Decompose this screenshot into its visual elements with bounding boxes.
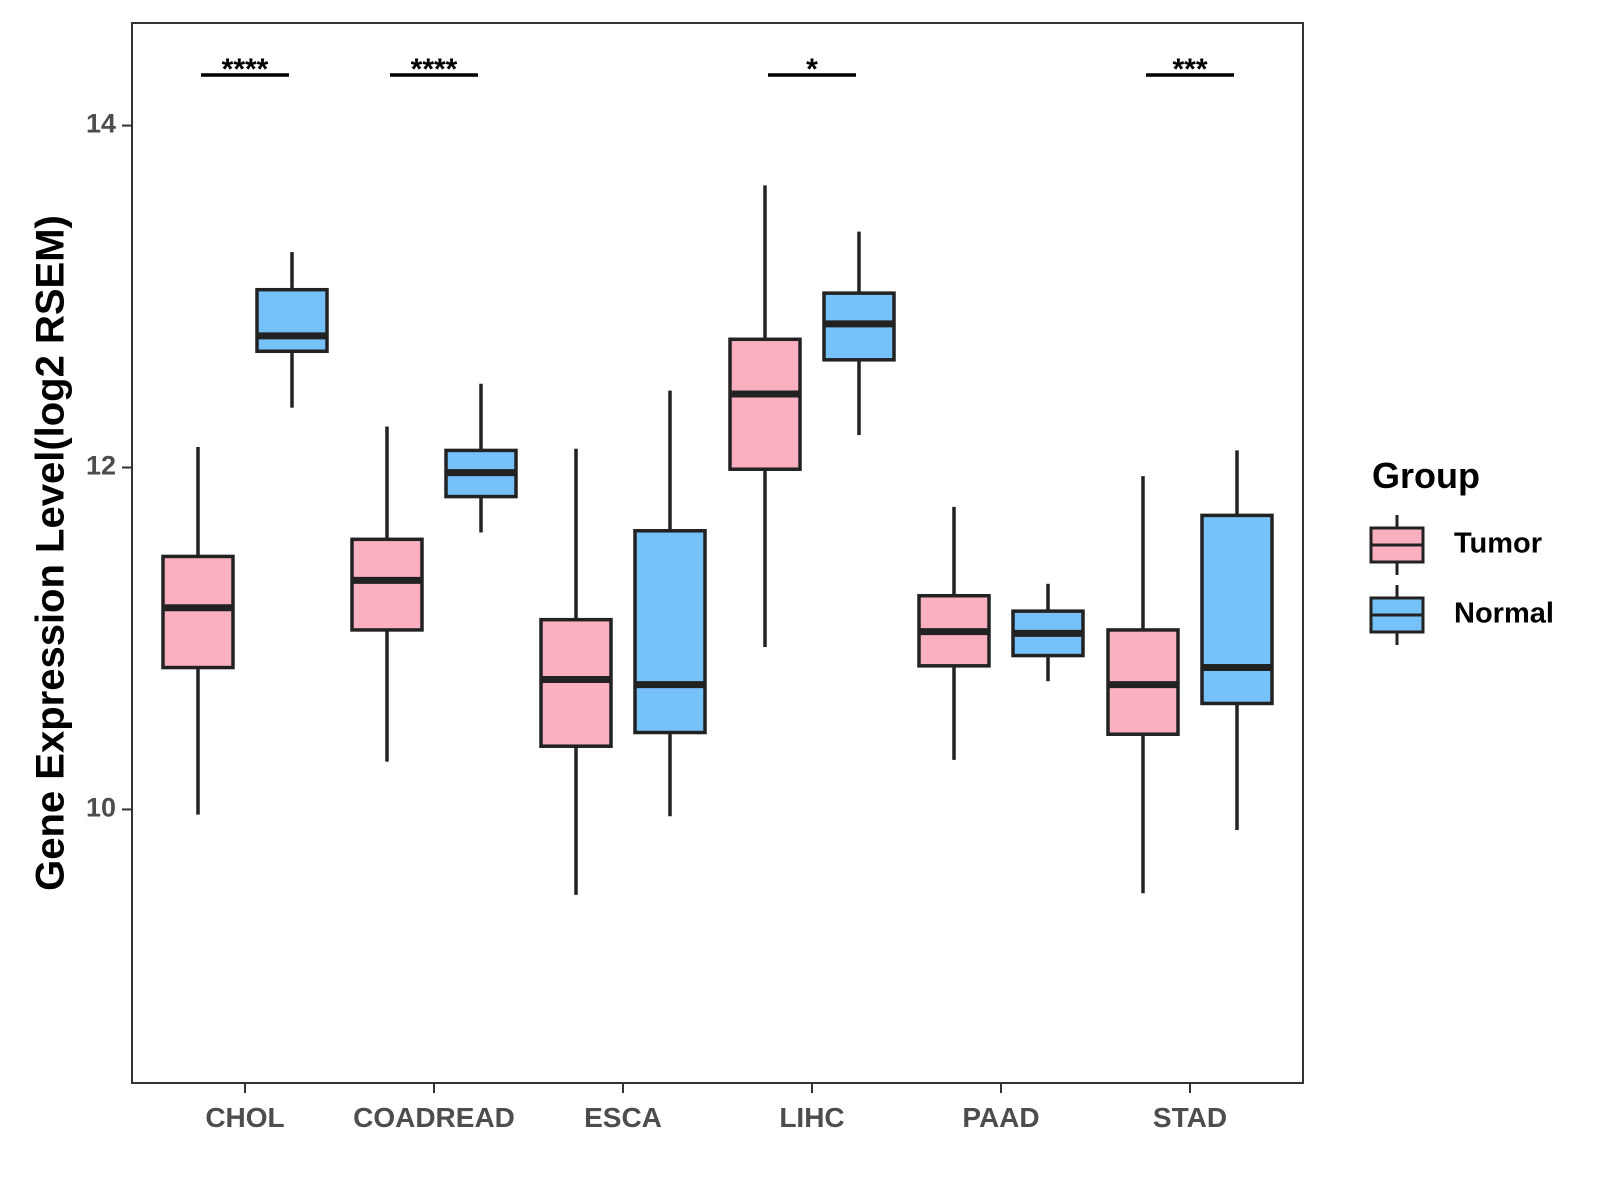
box-normal-paad <box>1011 583 1085 682</box>
x-tick-label: CHOL <box>205 1102 284 1133</box>
y-axis-label: Gene Expression Level(log2 RSEM) <box>29 215 73 891</box>
plot-marks: **** **** * *** <box>161 53 1274 895</box>
box-normal-stad <box>1200 450 1274 830</box>
box-tumor-coadread <box>350 426 424 762</box>
box-normal-esca <box>633 390 707 817</box>
significance-label: * <box>806 53 818 86</box>
legend: Group Tumor Normal <box>1369 455 1554 645</box>
box-iqr <box>728 337 802 471</box>
significance-label: *** <box>1172 53 1207 86</box>
axes: 10 12 14 CHOL COADREAD ESCA LIHC PAAD STAD <box>86 109 1227 1133</box>
significance-label: **** <box>222 53 269 86</box>
significance-chol: **** <box>201 53 289 86</box>
box-tumor-esca <box>539 448 613 895</box>
significance-coadread: **** <box>390 53 478 86</box>
box-iqr <box>633 529 707 735</box>
x-tick-label: COADREAD <box>353 1102 515 1133</box>
legend-item-tumor: Tumor <box>1369 515 1542 575</box>
box-tumor-chol <box>161 447 235 815</box>
significance-lihc: * <box>768 53 856 86</box>
box-normal-lihc <box>822 231 896 436</box>
y-tick-label: 12 <box>86 451 116 481</box>
box-iqr <box>1200 513 1274 706</box>
x-tick-label: LIHC <box>779 1102 844 1133</box>
x-tick-label: STAD <box>1153 1102 1227 1133</box>
box-normal-chol <box>255 252 329 408</box>
box-iqr <box>255 287 329 354</box>
legend-label: Tumor <box>1454 528 1542 560</box>
box-normal-coadread <box>444 383 518 533</box>
significance-label: **** <box>411 53 458 86</box>
box-tumor-lihc <box>728 185 802 648</box>
legend-item-normal: Normal <box>1369 585 1554 645</box>
box-iqr <box>161 554 235 670</box>
plot-panel-border <box>131 22 1304 1084</box>
x-tick-label: PAAD <box>962 1102 1039 1133</box>
y-tick-label: 10 <box>86 793 116 823</box>
x-tick-label: ESCA <box>584 1102 662 1133</box>
legend-title: Group <box>1372 455 1480 496</box>
legend-items: Tumor Normal <box>1369 515 1554 645</box>
box-tumor-stad <box>1106 476 1180 894</box>
box-iqr <box>350 537 424 632</box>
significance-stad: *** <box>1146 53 1234 86</box>
y-tick-label: 14 <box>86 109 116 139</box>
legend-label: Normal <box>1454 598 1554 630</box>
box-tumor-paad <box>917 506 991 760</box>
